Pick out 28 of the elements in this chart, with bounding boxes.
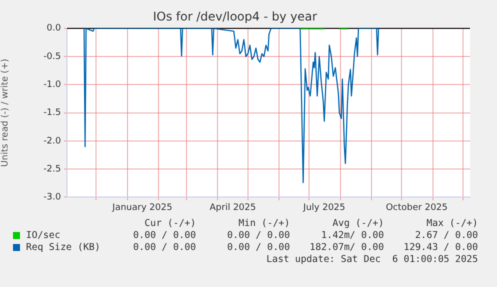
text: 0.00 / 0.00	[133, 242, 196, 253]
y-tick-label: -2.0	[43, 136, 62, 146]
y-tick-label: 0.0	[46, 24, 62, 34]
x-tick-label: July 2025	[302, 202, 346, 213]
text: 129.43 / 0.00	[404, 242, 478, 253]
text: Min (-/+)	[238, 218, 290, 229]
text: Cur (-/+)	[144, 218, 196, 229]
legend-label: Req Size (KB)	[26, 242, 100, 253]
x-tick-label: October 2025	[386, 202, 448, 213]
text: 0.00 / 0.00	[227, 242, 290, 253]
text: Max (-/+)	[426, 218, 478, 229]
text: 1.42m/ 0.00	[321, 230, 384, 241]
chart-title: IOs for /dev/loop4 - by year	[152, 9, 318, 24]
text: Avg (-/+)	[332, 218, 384, 229]
y-tick-label: -1.5	[43, 108, 61, 118]
text: 2.67 / 0.00	[415, 230, 478, 241]
text: 0.00 / 0.00	[133, 230, 196, 241]
y-tick-label: -1.0	[43, 80, 62, 90]
x-tick-label: April 2025	[210, 202, 256, 213]
text: 0.00 / 0.00	[227, 230, 290, 241]
y-tick-label: -2.5	[43, 164, 61, 174]
legend-label: IO/sec	[26, 230, 60, 241]
y-axis-title: Units read (-) / write (+)	[0, 58, 11, 167]
y-tick-label: -0.5	[43, 52, 61, 62]
y-tick-label: -3.0	[43, 192, 62, 203]
x-tick-label: January 2025	[111, 202, 172, 213]
text: 182.07m/ 0.00	[310, 242, 384, 253]
text: Last update: Sat Dec 6 01:00:05 2025	[266, 254, 478, 265]
